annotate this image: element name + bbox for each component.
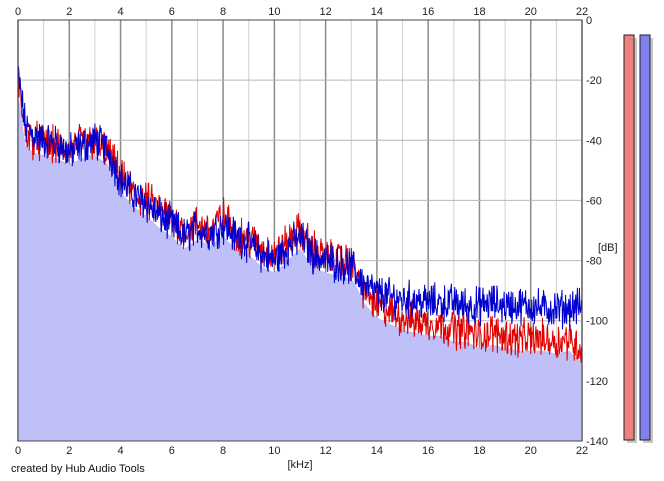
y-tick-label: -120 — [586, 376, 608, 388]
x-tick-label-bottom: 20 — [525, 445, 537, 457]
y-tick-label: 0 — [586, 15, 592, 27]
y-tick-label: -140 — [586, 436, 608, 448]
level-meters — [623, 34, 653, 443]
x-tick-label-top: 22 — [576, 6, 588, 18]
area-fill — [18, 92, 582, 441]
series-line-blue — [17, 66, 583, 331]
x-tick-label-bottom: 0 — [15, 445, 21, 457]
y-tick-label: -40 — [586, 135, 602, 147]
x-tick-label-bottom: 12 — [320, 445, 332, 457]
x-tick-label-top: 14 — [371, 6, 383, 18]
credit-text: created by Hub Audio Tools — [11, 463, 145, 475]
x-tick-label-bottom: 10 — [268, 445, 280, 457]
x-tick-labels-top: 0 2 4 6 8 10 12 14 16 18 20 22 — [15, 6, 588, 18]
x-tick-label-top: 10 — [268, 6, 280, 18]
series-line-red — [17, 68, 583, 364]
series-lines — [17, 66, 583, 364]
y-tick-label: -60 — [586, 195, 602, 207]
x-tick-label-top: 4 — [117, 6, 123, 18]
x-tick-label-bottom: 8 — [220, 445, 226, 457]
x-tick-label-top: 18 — [473, 6, 485, 18]
y-tick-label: -100 — [586, 316, 608, 328]
x-tick-label-bottom: 2 — [66, 445, 72, 457]
y-tick-label: -20 — [586, 75, 602, 87]
x-tick-labels-bottom: 0 2 4 6 8 10 12 14 16 18 20 22 — [15, 445, 588, 457]
x-tick-label-top: 8 — [220, 6, 226, 18]
plot-frame — [17, 19, 583, 442]
x-tick-label-bottom: 6 — [169, 445, 175, 457]
spectrum-area — [18, 92, 582, 441]
x-tick-label-bottom: 14 — [371, 445, 383, 457]
x-tick-label-bottom: 16 — [422, 445, 434, 457]
x-tick-label-top: 6 — [169, 6, 175, 18]
y-tick-label: -80 — [586, 256, 602, 268]
level-meter-right — [639, 34, 651, 441]
x-tick-label-bottom: 22 — [576, 445, 588, 457]
x-tick-label-top: 0 — [15, 6, 21, 18]
x-tick-label-top: 2 — [66, 6, 72, 18]
x-axis-label: [kHz] — [287, 459, 312, 471]
level-meter-left — [623, 34, 635, 441]
y-axis-label: [dB] — [598, 242, 618, 254]
y-tick-labels: 0 -20 -40 -60 -80 -100 -120 -140 — [586, 15, 608, 448]
x-tick-label-top: 12 — [320, 6, 332, 18]
x-tick-label-bottom: 18 — [473, 445, 485, 457]
x-tick-label-top: 20 — [525, 6, 537, 18]
x-tick-label-bottom: 4 — [117, 445, 123, 457]
x-tick-label-top: 16 — [422, 6, 434, 18]
